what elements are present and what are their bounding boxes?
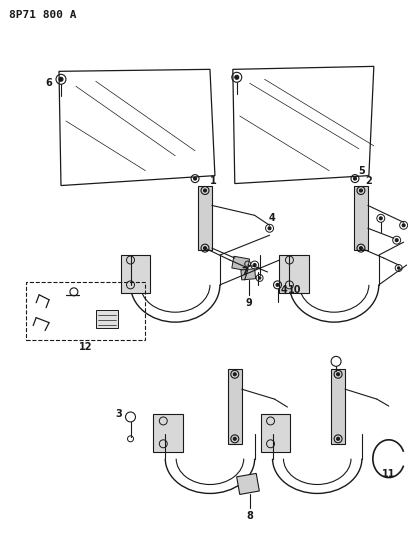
Circle shape: [233, 373, 236, 376]
Text: 4: 4: [281, 285, 288, 295]
Text: 8P71 800 A: 8P71 800 A: [9, 10, 77, 20]
Text: 1: 1: [209, 175, 216, 185]
Text: 5: 5: [359, 166, 365, 176]
Text: 4: 4: [268, 213, 275, 223]
Circle shape: [268, 227, 271, 230]
Circle shape: [235, 75, 239, 79]
Text: 8: 8: [246, 511, 253, 521]
Circle shape: [337, 373, 339, 376]
Circle shape: [402, 224, 405, 227]
Bar: [96, 310, 118, 328]
Circle shape: [193, 177, 197, 180]
Bar: [232, 256, 249, 271]
Bar: [121, 255, 151, 293]
Bar: [331, 369, 345, 444]
Text: 11: 11: [382, 469, 396, 479]
Bar: [153, 414, 183, 452]
Circle shape: [337, 438, 339, 440]
Text: 12: 12: [79, 342, 92, 352]
Text: 6: 6: [46, 78, 52, 88]
Text: 10: 10: [288, 285, 301, 295]
Circle shape: [253, 263, 256, 266]
Bar: [261, 414, 290, 452]
Text: 7: 7: [241, 267, 248, 277]
Text: 9: 9: [245, 298, 252, 308]
Text: 2: 2: [366, 175, 372, 185]
Text: 3: 3: [115, 409, 122, 419]
Bar: [237, 473, 259, 495]
Bar: [241, 269, 256, 280]
Bar: [198, 185, 212, 250]
Circle shape: [204, 189, 207, 192]
Circle shape: [258, 277, 261, 279]
Circle shape: [59, 77, 63, 81]
Circle shape: [353, 177, 357, 180]
Bar: [279, 255, 309, 293]
Circle shape: [395, 239, 398, 241]
Bar: [354, 185, 368, 250]
Circle shape: [233, 438, 236, 440]
Circle shape: [360, 247, 362, 249]
Circle shape: [398, 267, 400, 269]
Bar: [228, 369, 242, 444]
Circle shape: [276, 284, 279, 286]
Circle shape: [360, 189, 362, 192]
Circle shape: [379, 217, 382, 220]
Circle shape: [204, 247, 207, 249]
Bar: [26, 282, 146, 340]
